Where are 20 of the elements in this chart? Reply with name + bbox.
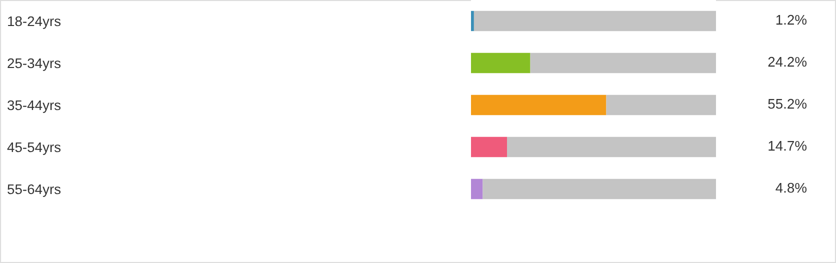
bar [507,136,716,158]
bar [482,178,716,200]
bar [471,52,530,74]
data-label: 14.7% [768,140,807,151]
data-label: 55.2% [768,98,807,109]
bar [471,136,508,158]
bar [474,10,716,32]
bar [530,52,716,74]
data-label: 24.2% [768,56,807,67]
y-tick-label: 25-34yrs [8,58,61,71]
y-tick-label: 55-64yrs [8,184,61,197]
y-tick-label: 45-54yrs [7,142,61,155]
bar [471,94,606,116]
bar [471,178,483,200]
y-tick-label: 18-24yrs [8,16,61,29]
bar [606,94,716,116]
data-label: 4.8% [776,182,807,193]
data-label: 1.2% [776,14,807,25]
y-tick-label: 35-44yrs [8,100,61,113]
bar [471,10,474,32]
